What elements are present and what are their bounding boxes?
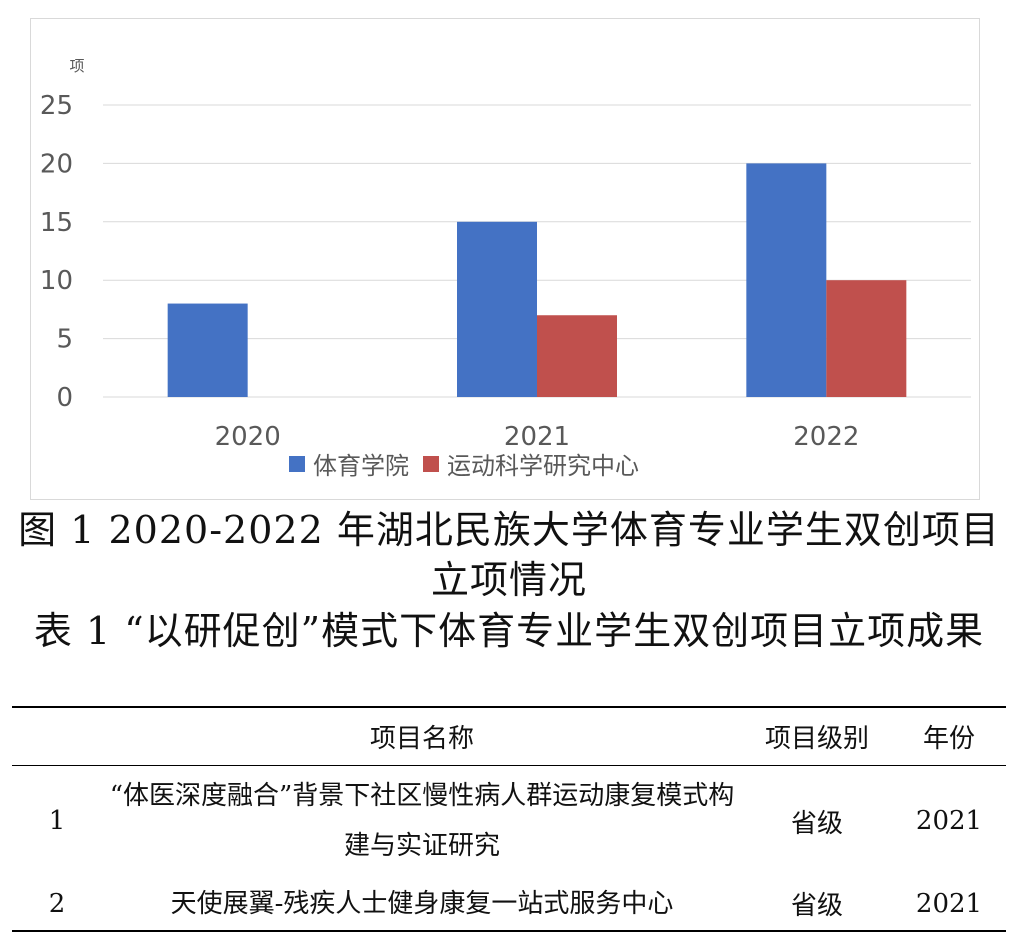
legend-label: 运动科学研究中心 [447, 452, 639, 480]
x-tick-label: 2020 [215, 422, 281, 452]
table-row: 2 天使展翼-残疾人士健身康复一站式服务中心 省级 2021 [12, 877, 1006, 932]
result-table: 项目名称 项目级别 年份 1 “体医深度融合”背景下社区慢性病人群运动康复模式构… [12, 706, 1006, 932]
row-index: 1 [48, 806, 66, 837]
bar-sports-college-2022 [746, 163, 827, 397]
legend-swatch [423, 456, 439, 472]
bar-chart: 0 5 10 15 20 25 2020 2021 2022 项 体育学院 运动科学研究中心 [40, 57, 971, 480]
chart-frame: 0 5 10 15 20 25 2020 2021 2022 项 体育学院 运动科学研究中心 [30, 18, 980, 500]
x-tick-label: 2022 [793, 422, 859, 452]
table-row: 1 “体医深度融合”背景下社区慢性病人群运动康复模式构建与实证研究 省级 202… [12, 765, 1006, 877]
y-tick-label: 10 [40, 266, 73, 296]
chart-legend: 体育学院 运动科学研究中心 [289, 452, 639, 480]
header-index [12, 706, 102, 766]
figure-caption: 图 1 2020-2022 年湖北民族大学体育专业学生双创项目立项情况 [18, 508, 1000, 602]
row-year: 2021 [892, 877, 1006, 932]
y-tick-label: 15 [40, 208, 73, 238]
row-year: 2021 [915, 806, 983, 837]
table-caption: 表 1 “以研促创”模式下体育专业学生双创项目立项成果 [33, 609, 985, 653]
header-project-level: 项目级别 [742, 706, 892, 766]
bar-sports-college-2020 [167, 303, 248, 397]
bar-sports-college-2021 [457, 221, 537, 397]
header-project-name: 项目名称 [102, 706, 742, 766]
row-project-level: 省级 [790, 808, 843, 839]
row-project-level: 省级 [742, 877, 892, 932]
row-project-name: “体医深度融合”背景下社区慢性病人群运动康复模式构建与实证研究 [109, 781, 735, 862]
table-header-row: 项目名称 项目级别 年份 [12, 706, 1006, 766]
y-unit-label: 项 [69, 57, 84, 75]
legend-swatch [289, 456, 305, 472]
y-tick-label: 0 [56, 383, 73, 413]
header-year: 年份 [892, 706, 1006, 766]
y-tick-label: 20 [40, 149, 73, 179]
row-index: 2 [12, 877, 102, 932]
x-tick-label: 2021 [504, 422, 570, 452]
y-tick-label: 25 [40, 91, 73, 121]
bar-sports-science-center-2022 [826, 280, 907, 397]
legend-label: 体育学院 [313, 452, 409, 480]
y-tick-label: 5 [56, 325, 73, 355]
row-project-name: 天使展翼-残疾人士健身康复一站式服务中心 [102, 877, 742, 932]
bar-sports-science-center-2021 [537, 315, 617, 397]
